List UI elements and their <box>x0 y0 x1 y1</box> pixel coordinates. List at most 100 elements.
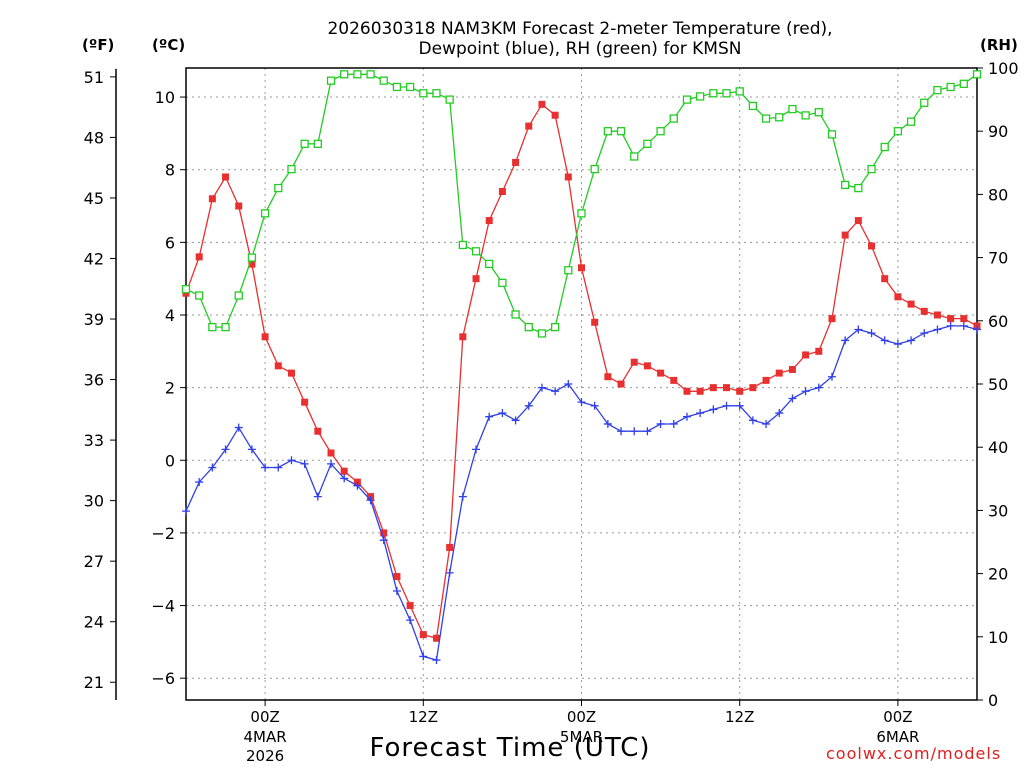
temperature-point <box>591 318 599 326</box>
temperature-point <box>696 387 704 395</box>
temperature-point <box>709 384 717 392</box>
rh-point <box>287 164 296 174</box>
temperature-point <box>485 217 493 225</box>
temperature-point <box>432 634 440 642</box>
rh-point <box>471 247 481 256</box>
x-tick-label: 00Z <box>567 708 596 726</box>
dewpoint-point <box>195 478 204 487</box>
temperature-point <box>723 384 731 392</box>
x-tick-label: 00Z <box>883 708 912 726</box>
temperature-point <box>736 387 744 395</box>
temperature-point <box>512 158 520 166</box>
temperature-point <box>327 449 335 457</box>
rh-tick-label: 90 <box>988 122 1008 141</box>
rh-tick-label: 10 <box>988 628 1008 647</box>
temperature-point <box>657 369 665 377</box>
dewpoint-point <box>274 463 283 472</box>
rh-point <box>590 164 599 174</box>
rh-point <box>260 209 270 218</box>
dewpoint-point <box>287 456 296 465</box>
temperature-point <box>630 358 638 366</box>
temperature-point <box>525 122 533 130</box>
rh-point <box>656 127 665 136</box>
x-tick-date: 6MAR <box>876 728 919 746</box>
rh-point <box>827 130 837 139</box>
rh-point <box>313 139 322 148</box>
temperature-point <box>894 293 902 301</box>
temperature-point <box>261 333 269 341</box>
rh-point <box>841 180 850 190</box>
dewpoint-point <box>445 568 454 577</box>
dewpoint-point <box>498 409 507 418</box>
temperature-point <box>815 347 823 355</box>
temperature-point <box>828 315 836 323</box>
dewpoint-point <box>656 419 665 428</box>
dewpoint-point <box>973 325 981 334</box>
x-tick-label: 12Z <box>725 708 754 726</box>
dewpoint-point <box>221 445 230 454</box>
series-dewpoint <box>182 321 981 665</box>
temperature-point <box>578 264 585 272</box>
rh-point <box>946 82 955 92</box>
rh-point <box>801 111 810 120</box>
rh-point <box>392 82 402 92</box>
dewpoint-point <box>603 419 612 428</box>
dewpoint-point <box>630 427 639 436</box>
temperature-point <box>419 631 427 639</box>
temperature-point <box>907 300 915 308</box>
rh-point <box>419 89 428 98</box>
temperature-point <box>854 217 862 225</box>
temperature-point <box>670 376 678 384</box>
rh-point <box>379 76 388 85</box>
temperature-point <box>775 369 783 377</box>
fahrenheit-tick-label: 27 <box>84 552 104 571</box>
rh-tick-label: 0 <box>988 691 998 710</box>
dewpoint-point <box>564 380 573 388</box>
x-axis-label: Forecast Time (UTC) <box>369 733 651 763</box>
dewpoint-point <box>392 587 401 596</box>
series-rh <box>181 70 982 338</box>
rh-line <box>185 73 978 335</box>
rh-point <box>867 164 876 174</box>
rh-point <box>221 322 230 332</box>
fahrenheit-tick-label: 48 <box>84 128 104 147</box>
temperature-point <box>617 380 625 388</box>
temperature-point <box>498 187 506 195</box>
celsius-unit-label: (ºC) <box>152 36 186 54</box>
fahrenheit-tick-label: 24 <box>84 613 104 632</box>
rh-point <box>735 87 744 96</box>
temperature-point <box>802 351 810 359</box>
dewpoint-point <box>182 507 190 516</box>
dewpoint-point <box>247 445 256 454</box>
fahrenheit-unit-label: (ºF) <box>82 36 115 54</box>
celsius-tick-label: 8 <box>165 161 175 180</box>
dewpoint-point <box>340 474 349 483</box>
rh-point <box>722 89 731 98</box>
rh-point <box>880 142 889 152</box>
rh-point <box>854 183 863 193</box>
dewpoint-point <box>880 336 889 345</box>
temperature-point <box>208 195 216 203</box>
temperature-point <box>604 373 612 381</box>
rh-point <box>906 117 916 126</box>
rh-tick-label: 50 <box>988 375 1008 394</box>
dewpoint-point <box>907 336 916 345</box>
fahrenheit-tick-label: 45 <box>84 189 104 208</box>
rh-point <box>643 139 652 148</box>
rh-point <box>933 85 942 95</box>
celsius-tick-label: −6 <box>151 669 175 688</box>
rh-point <box>326 76 336 85</box>
rh-point <box>630 152 639 161</box>
rh-point <box>181 285 191 294</box>
temperature-point <box>947 315 955 323</box>
dewpoint-point <box>696 409 705 418</box>
dewpoint-point <box>327 459 336 468</box>
temperature-point <box>248 260 256 268</box>
dewpoint-point <box>261 463 270 472</box>
dewpoint-point <box>577 398 586 407</box>
dewpoint-point <box>432 656 441 665</box>
temperature-point <box>643 362 651 370</box>
dewpoint-point <box>208 463 217 472</box>
dewpoint-point <box>854 325 863 334</box>
